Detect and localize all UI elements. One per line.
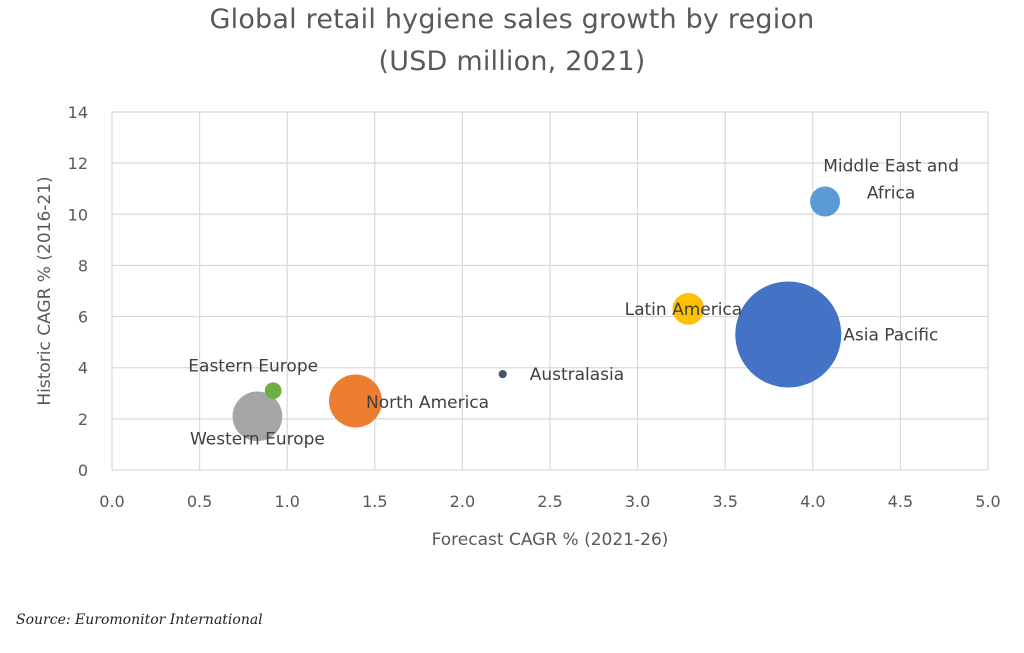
bubble-eastern-europe (264, 382, 282, 400)
x-tick-label: 1.0 (274, 492, 299, 511)
x-tick-label: 0.5 (187, 492, 212, 511)
x-tick-label: 4.0 (800, 492, 825, 511)
y-axis-title: Historic CAGR % (2016-21) (35, 176, 55, 405)
data-label: Africa (867, 184, 916, 204)
x-tick-label: 5.0 (975, 492, 1000, 511)
y-tick-label: 10 (68, 205, 88, 224)
x-tick-label: 2.5 (537, 492, 562, 511)
bubble-latin-america (672, 293, 705, 325)
y-tick-label: 8 (78, 256, 88, 275)
data-label: North America (366, 393, 489, 413)
bubble-north-america (329, 374, 383, 428)
gridlines (111, 111, 989, 471)
x-tick-label: 1.5 (362, 492, 387, 511)
x-tick-label: 2.0 (450, 492, 475, 511)
data-label: Australasia (530, 365, 624, 385)
data-label: Western Europe (190, 429, 325, 449)
y-tick-label: 4 (78, 359, 88, 378)
bubble-australasia (498, 370, 507, 379)
y-tick-label: 2 (78, 410, 88, 429)
x-tick-label: 3.0 (625, 492, 650, 511)
bubbles (232, 186, 842, 442)
x-axis-title: Forecast CAGR % (2021-26) (432, 530, 669, 550)
source-note: Source: Euromonitor International (16, 612, 263, 628)
bubble-western-europe (232, 391, 283, 442)
x-tick-label: 4.5 (888, 492, 913, 511)
y-tick-label: 12 (68, 154, 88, 173)
data-label: Middle East and (823, 157, 959, 177)
chart-subtitle: (USD million, 2021) (378, 46, 646, 77)
data-label: Eastern Europe (188, 357, 318, 377)
tick-labels: 0.0 0.5 1.0 1.5 2.0 2.5 3.0 3.5 4.0 4.5 5.0 0 2 4 6 8 10… (68, 103, 1001, 511)
data-label: Asia Pacific (843, 325, 938, 345)
x-tick-label: 3.5 (712, 492, 737, 511)
bubble-middle-east-and-africa (810, 186, 841, 217)
data-label: Latin America (625, 300, 743, 320)
y-tick-label: 0 (78, 461, 88, 480)
y-tick-label: 6 (78, 308, 88, 327)
y-tick-label: 14 (68, 103, 88, 122)
data-labels: Western Europe Eastern Europe North Americ… (188, 157, 959, 450)
x-tick-label: 0.0 (99, 492, 124, 511)
chart-title: Global retail hygiene sales growth by re… (209, 4, 815, 35)
bubble-asia-pacific (735, 281, 842, 388)
